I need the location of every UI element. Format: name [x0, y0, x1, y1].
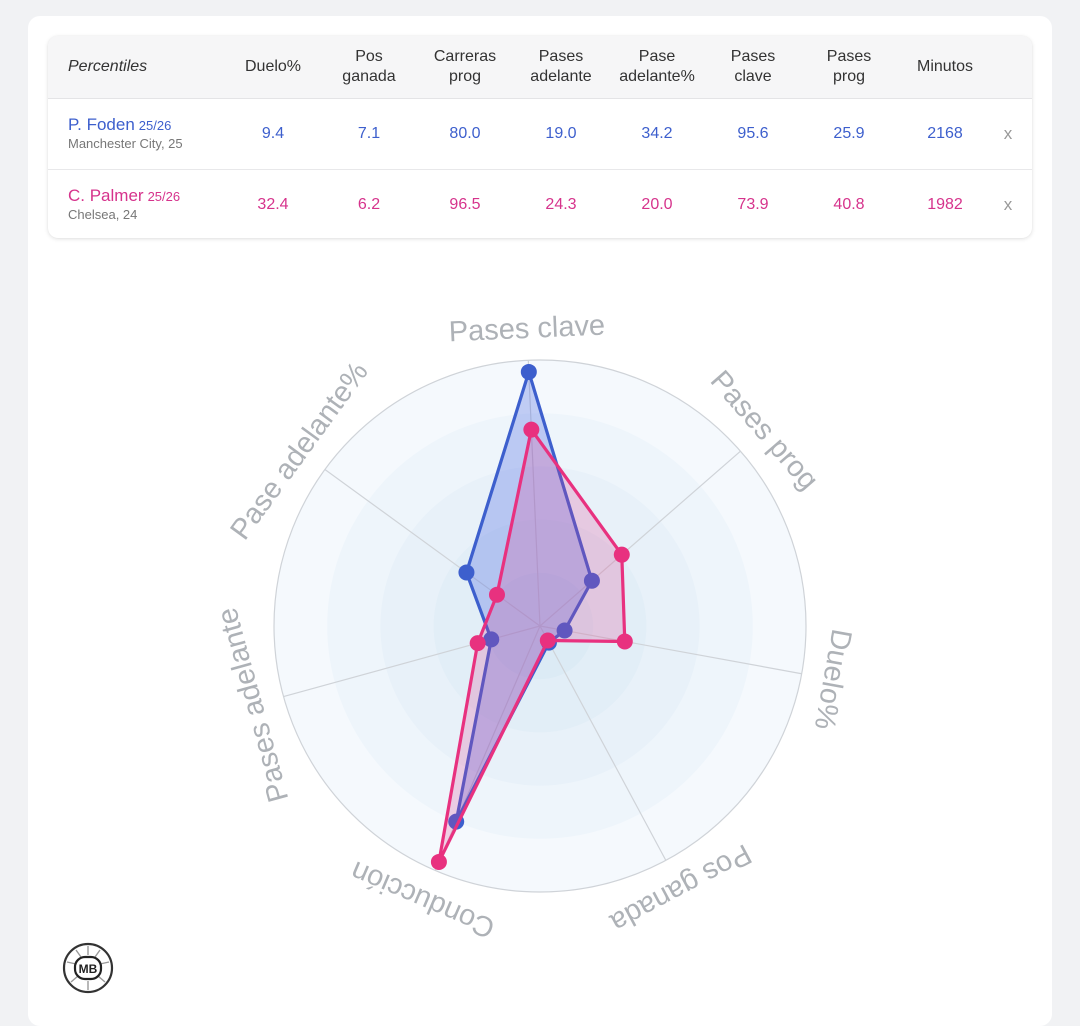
player-name-palmer: C. Palmer 25/26 — [68, 186, 180, 206]
radar-spoke — [539, 450, 741, 627]
cell-duelo: 32.4 — [257, 196, 289, 213]
remove-player-button[interactable]: x — [1003, 195, 1013, 214]
percentiles-table: Percentiles Duelo% Pos ganada Carreras p… — [48, 36, 1032, 238]
data-point — [483, 631, 500, 648]
cell-pases-adelante: 19.0 — [545, 125, 577, 142]
radar-spoke — [324, 468, 541, 627]
cell-pos-ganada: 6.2 — [357, 196, 381, 213]
data-point — [458, 564, 475, 581]
player-team-palmer: Chelsea, 24 — [68, 207, 138, 222]
data-point — [430, 853, 447, 870]
data-point — [616, 633, 633, 650]
header-pases-prog: Pases prog — [826, 48, 872, 85]
player-season: 25/26 — [147, 189, 181, 204]
cell-pases-prog: 25.9 — [833, 125, 865, 142]
data-point — [583, 572, 600, 589]
header-pos-ganada: Pos ganada — [342, 48, 396, 85]
logo-text: MB — [79, 962, 98, 976]
header-pases-clave: Pases clave — [730, 48, 776, 85]
header-duelo: Duelo% — [244, 58, 302, 75]
header-pases-adelante: Pases adelante — [530, 48, 592, 85]
radar-outer-ring — [273, 359, 807, 893]
cell-duelo: 9.4 — [261, 125, 285, 142]
cell-minutos: 2168 — [927, 125, 963, 142]
remove-player-button[interactable]: x — [1003, 124, 1013, 143]
cell-carreras-prog: 96.5 — [449, 196, 481, 213]
player-name-text: P. Foden — [68, 115, 135, 134]
data-point — [539, 632, 556, 649]
series-area-1 — [437, 428, 627, 864]
data-point — [520, 363, 537, 380]
table-row-palmer: C. Palmer 25/26 Chelsea, 24 32.4 6.2 96.5… — [48, 170, 1032, 238]
radar-spoke — [527, 360, 541, 627]
cell-pases-clave: 95.6 — [737, 125, 769, 142]
header-carreras-prog: Carreras prog — [433, 48, 497, 85]
table-row-foden: P. Foden 25/26 Manchester City, 25 9.4 7.… — [48, 99, 1032, 170]
table-header: Percentiles Duelo% Pos ganada Carreras p… — [48, 36, 1032, 99]
data-point — [469, 635, 486, 652]
data-point — [613, 546, 630, 563]
axis-label: Pases clave — [448, 310, 606, 349]
data-point — [523, 421, 540, 438]
player-name-text: C. Palmer — [68, 186, 144, 205]
radar-spoke — [539, 625, 802, 675]
radar-spoke — [434, 625, 541, 871]
cell-pase-adelante-pct: 20.0 — [641, 196, 673, 213]
header-pase-adelante-pct: Pase adelante% — [619, 48, 695, 85]
data-point — [488, 586, 505, 603]
header-percentiles: Percentiles — [68, 58, 148, 75]
cell-pase-adelante-pct: 34.2 — [641, 125, 673, 142]
axis-label: Duelo% — [808, 627, 858, 733]
header-minutos: Minutos — [916, 58, 974, 75]
player-name-foden: P. Foden 25/26 — [68, 115, 171, 135]
player-season: 25/26 — [138, 118, 172, 133]
cell-pases-clave: 73.9 — [737, 196, 769, 213]
radar-spoke — [539, 625, 667, 861]
data-point — [556, 622, 573, 639]
cell-pases-adelante: 24.3 — [545, 196, 577, 213]
cell-carreras-prog: 80.0 — [449, 125, 481, 142]
cell-pases-prog: 40.8 — [833, 196, 865, 213]
cell-pos-ganada: 7.1 — [357, 125, 381, 142]
cell-minutos: 1982 — [927, 196, 963, 213]
player-team-foden: Manchester City, 25 — [68, 136, 183, 151]
mb-logo: MB — [62, 942, 114, 994]
